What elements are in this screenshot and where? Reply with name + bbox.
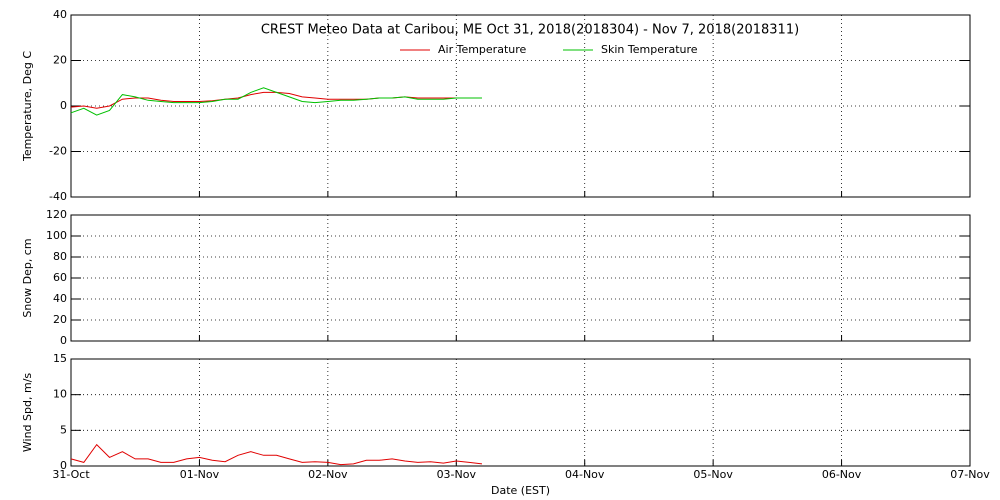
- y-tick-label: 0: [60, 459, 67, 472]
- y-tick-label: 60: [53, 271, 67, 284]
- x-tick-label: 07-Nov: [950, 468, 990, 481]
- x-tick-label: 03-Nov: [437, 468, 477, 481]
- y-tick-label: 0: [60, 334, 67, 347]
- y-axis-label: Temperature, Deg C: [21, 51, 34, 162]
- x-tick-label: 02-Nov: [308, 468, 348, 481]
- y-tick-label: -40: [49, 190, 67, 203]
- y-tick-label: 5: [60, 423, 67, 436]
- x-tick-label: 06-Nov: [822, 468, 862, 481]
- plot-frame: [70, 358, 971, 467]
- chart-title: CREST Meteo Data at Caribou, ME Oct 31, …: [261, 23, 799, 38]
- x-tick-label: 04-Nov: [565, 468, 605, 481]
- y-tick-label: 40: [53, 8, 67, 21]
- data-line: [70, 91, 482, 109]
- x-tick-label: 05-Nov: [693, 468, 733, 481]
- x-tick-label: 01-Nov: [180, 468, 220, 481]
- data-line: [70, 87, 482, 116]
- x-tick-label: 31-Oct: [52, 468, 90, 481]
- x-axis-label: Date (EST): [491, 484, 550, 497]
- y-axis-label: Wind Spd, m/s: [21, 373, 34, 453]
- y-tick-label: 20: [53, 313, 67, 326]
- y-tick-label: -20: [49, 145, 67, 158]
- y-tick-label: 20: [53, 54, 67, 67]
- legend-label: Skin Temperature: [601, 43, 698, 56]
- y-axis-label: Snow Dep, cm: [21, 238, 34, 317]
- data-line: [70, 443, 483, 466]
- y-tick-label: 80: [53, 250, 67, 263]
- y-tick-label: 10: [53, 388, 67, 401]
- y-tick-label: 0: [60, 99, 67, 112]
- y-tick-label: 100: [46, 229, 67, 242]
- legend-label: Air Temperature: [438, 43, 527, 56]
- y-tick-label: 40: [53, 292, 67, 305]
- y-tick-label: 120: [46, 208, 67, 221]
- y-tick-label: 15: [53, 352, 67, 365]
